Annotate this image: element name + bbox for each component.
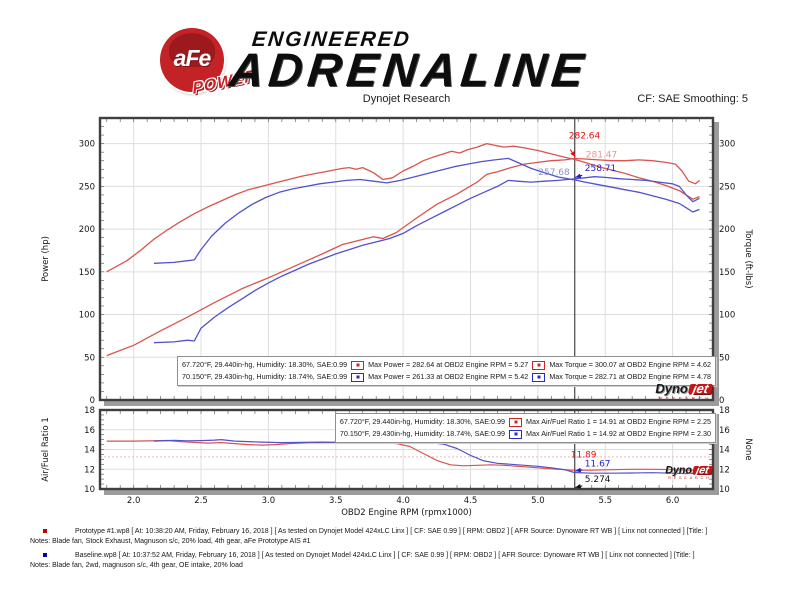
- svg-text:6.0: 6.0: [666, 496, 680, 506]
- max-torque-baseline: Max Torque = 282.71 at OBD2 Engine RPM =…: [549, 372, 711, 381]
- svg-text:10: 10: [84, 485, 95, 495]
- svg-text:250: 250: [719, 182, 735, 192]
- dynojet-logo-research: RESEARCH: [668, 475, 712, 480]
- annotation-282.64: 282.64: [569, 132, 601, 142]
- svg-text:3.0: 3.0: [262, 496, 276, 506]
- svg-text:Air/Fuel Ratio 1: Air/Fuel Ratio 1: [41, 417, 51, 482]
- afr-legend: 67.720°F, 29.440in-hg, Humidity: 18.30%,…: [334, 413, 716, 443]
- max-power-baseline: Max Power = 261.33 at OBD2 Engine RPM = …: [368, 372, 529, 381]
- baseline-file-info: Baseline.wp8 [ At: 10:37:52 AM, Friday, …: [75, 552, 695, 559]
- svg-text:100: 100: [719, 311, 735, 321]
- svg-text:300: 300: [719, 140, 735, 150]
- svg-text:50: 50: [719, 353, 730, 363]
- series-prototype-afr: [106, 439, 700, 471]
- dynojet-logo-dyno: Dyno: [665, 463, 693, 476]
- env-conditions-baseline: 70.150°F, 29.430in-hg, Humidity: 18.74%,…: [182, 372, 348, 381]
- svg-text:14: 14: [84, 446, 95, 456]
- svg-text:18: 18: [84, 406, 95, 416]
- svg-text:0: 0: [719, 396, 724, 406]
- svg-text:4.5: 4.5: [464, 496, 478, 506]
- annotation-281.47: 281.47: [586, 150, 618, 160]
- svg-text:200: 200: [719, 225, 735, 235]
- baseline-series-icon: [351, 372, 365, 382]
- dynojet-logo-jet: jet: [692, 464, 713, 476]
- svg-text:OBD2 Engine RPM (rpmx1000): OBD2 Engine RPM (rpmx1000): [341, 508, 472, 518]
- svg-text:50: 50: [84, 353, 95, 363]
- prototype-notes: Notes: Blade fan, Stock Exhaust, Magnuso…: [30, 537, 311, 545]
- prototype-series-icon: [509, 417, 523, 427]
- svg-text:12: 12: [719, 465, 730, 475]
- svg-text:5.5: 5.5: [598, 496, 612, 506]
- annotation-11.67: 11.67: [585, 460, 611, 470]
- series-baseline-torque-ftlbs: [153, 157, 700, 264]
- annotation-11.89: 11.89: [571, 450, 597, 460]
- legend-row-prototype: 67.720°F, 29.440in-hg, Humidity: 18.30%,…: [182, 359, 711, 371]
- annotation-258.71: 258.71: [585, 164, 617, 174]
- svg-text:10: 10: [719, 485, 730, 495]
- dynojet-logo: Dyno jet RESEARCH: [655, 381, 714, 404]
- max-torque-prototype: Max Torque = 300.07 at OBD2 Engine RPM =…: [549, 360, 711, 369]
- prototype-series-icon: [532, 360, 546, 370]
- dynojet-logo-dyno: Dyno: [655, 381, 688, 396]
- svg-text:2.5: 2.5: [194, 496, 208, 506]
- legend-row-prototype: 67.720°F, 29.440in-hg, Humidity: 18.30%,…: [340, 416, 711, 428]
- series-prototype-torque-ftlbs: [106, 142, 700, 273]
- svg-text:2.0: 2.0: [127, 496, 141, 506]
- dynojet-logo: Dyno jet RESEARCH: [665, 463, 713, 482]
- afe-logo-text: aFe: [173, 45, 212, 71]
- svg-text:Torque (ft-lbs): Torque (ft-lbs): [743, 228, 753, 288]
- env-conditions-prototype: 67.720°F, 29.440in-hg, Humidity: 18.30%,…: [182, 360, 348, 369]
- baseline-series-icon: [532, 372, 546, 382]
- svg-text:16: 16: [84, 426, 95, 436]
- svg-text:150: 150: [79, 268, 95, 278]
- svg-text:100: 100: [79, 311, 95, 321]
- annotation-257.68: 257.68: [538, 168, 570, 178]
- prototype-bullet-icon: [43, 529, 47, 533]
- baseline-notes: Notes: Blade fan, 2wd, magnuson s/c, 4th…: [30, 561, 243, 569]
- run-note-prototype: Prototype #1.wp8 [ At: 10:38:20 AM, Frid…: [30, 527, 775, 546]
- svg-text:300: 300: [79, 140, 95, 150]
- brand-adrenaline-text: ADRENALINE: [227, 43, 591, 96]
- svg-text:0: 0: [90, 396, 95, 406]
- legend-row-baseline: 70.150°F, 29.430in-hg, Humidity: 18.74%,…: [182, 371, 711, 383]
- svg-text:Power (hp): Power (hp): [41, 236, 51, 282]
- annotation-5.274: 5.274: [585, 475, 611, 485]
- svg-text:5.0: 5.0: [531, 496, 545, 506]
- dynojet-logo-research: RESEARCH: [658, 396, 712, 401]
- chart-title: Dynojet Research: [362, 93, 451, 105]
- afe-power-logo: aFe POWER: [160, 28, 257, 98]
- run-note-baseline: Baseline.wp8 [ At: 10:37:52 AM, Friday, …: [30, 551, 775, 570]
- run-notes: Prototype #1.wp8 [ At: 10:38:20 AM, Frid…: [30, 527, 775, 575]
- prototype-series-icon: [351, 360, 365, 370]
- svg-text:150: 150: [719, 268, 735, 278]
- series-prototype-power-hp: [106, 157, 700, 357]
- legend-row-baseline: 70.150°F, 29.430in-hg, Humidity: 18.74%,…: [340, 428, 711, 440]
- svg-text:4.0: 4.0: [396, 496, 410, 506]
- correction-factor-label: CF: SAE Smoothing: 5: [637, 93, 748, 105]
- max-power-prototype: Max Power = 282.64 at OBD2 Engine RPM = …: [368, 360, 529, 369]
- max-afr-baseline: Max Air/Fuel Ratio 1 = 14.92 at OBD2 Eng…: [526, 429, 711, 438]
- svg-text:16: 16: [719, 426, 730, 436]
- svg-text:200: 200: [79, 225, 95, 235]
- series-baseline-afr: [153, 438, 700, 475]
- svg-text:18: 18: [719, 406, 730, 416]
- svg-text:None: None: [743, 438, 753, 460]
- svg-text:12: 12: [84, 465, 95, 475]
- dynojet-logo-jet: jet: [687, 381, 714, 396]
- svg-text:14: 14: [719, 446, 730, 456]
- env-conditions-prototype: 67.720°F, 29.440in-hg, Humidity: 18.30%,…: [339, 417, 506, 426]
- max-afr-prototype: Max Air/Fuel Ratio 1 = 14.91 at OBD2 Eng…: [526, 417, 711, 426]
- series-baseline-power-hp: [153, 176, 700, 344]
- baseline-series-icon: [509, 429, 523, 439]
- power-torque-legend: 67.720°F, 29.440in-hg, Humidity: 18.30%,…: [177, 356, 716, 386]
- baseline-bullet-icon: [43, 553, 47, 557]
- env-conditions-baseline: 70.150°F, 29.430in-hg, Humidity: 18.74%,…: [339, 429, 506, 438]
- svg-text:250: 250: [79, 182, 95, 192]
- svg-text:3.5: 3.5: [329, 496, 343, 506]
- prototype-file-info: Prototype #1.wp8 [ At: 10:38:20 AM, Frid…: [75, 528, 708, 535]
